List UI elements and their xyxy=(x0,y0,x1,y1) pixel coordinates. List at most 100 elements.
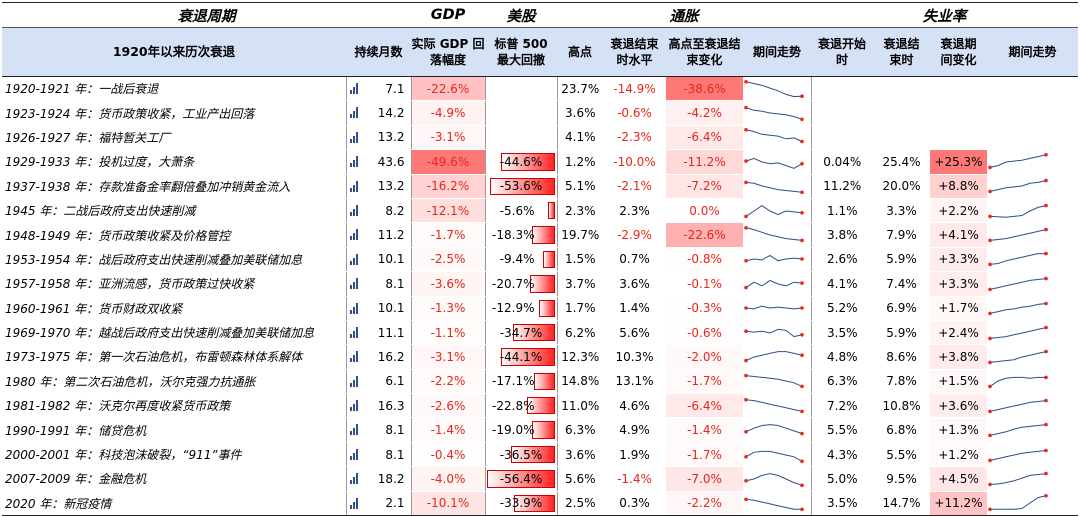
recession-name: 1920-1921 年：一战后衰退 xyxy=(2,76,346,102)
cpi-peak-cell: 2.5% xyxy=(556,491,603,516)
ue-trend-cell xyxy=(987,320,1078,346)
unemployment-sparkline xyxy=(988,152,1048,170)
cpi-sparkline xyxy=(744,204,804,218)
sparkline-point xyxy=(744,358,748,363)
sp500-databar: -19.0% xyxy=(486,418,557,441)
cpi-change-cell: -11.2% xyxy=(666,149,743,175)
sparkline-point xyxy=(800,94,804,98)
sparkline-path xyxy=(745,204,803,217)
sp500-databar: -5.6% xyxy=(486,199,557,222)
cpi-peak-cell: 1.2% xyxy=(556,149,603,175)
sp500-bar xyxy=(486,470,555,488)
ue-end-cell: 6.9% xyxy=(873,296,930,321)
sparkline-point xyxy=(800,210,804,215)
cpi-sparkline xyxy=(744,255,804,264)
signal-bars-icon xyxy=(349,302,360,314)
ue-trend-cell xyxy=(987,125,1078,151)
sp500-bar xyxy=(532,226,555,244)
group-recession: 衰退周期 xyxy=(2,2,411,28)
cpi-trend-cell xyxy=(743,174,811,199)
table-body: 1920-1921 年：一战后衰退 7.1 -22.6% 23.7% -14.9% -38… xyxy=(2,76,1078,516)
sparkline-point xyxy=(744,306,748,311)
cpi-sparkline xyxy=(744,157,804,169)
duration-cell: 43.6 xyxy=(345,149,411,175)
sparkline-point xyxy=(1044,422,1048,427)
table-row: 1953-1954 年：战后政府支出快速削减叠加美联储加息 10.1 -2.5% -9… xyxy=(2,247,1078,273)
sparkline-point xyxy=(744,454,748,459)
unemployment-sparkline xyxy=(988,398,1048,413)
cpi-trend-cell xyxy=(743,296,811,321)
duration-value: 13.2 xyxy=(377,130,405,145)
ue-trend-cell xyxy=(987,393,1078,419)
cpi-sparkline xyxy=(744,128,804,144)
sparkline-point xyxy=(1044,252,1048,256)
sparkline-point xyxy=(800,353,804,357)
cpi-sparkline xyxy=(744,305,804,311)
recession-name: 1929-1933 年：投机过度，大萧条 xyxy=(2,149,346,175)
cpi-sparkline xyxy=(744,328,804,337)
sparkline-point xyxy=(744,374,748,378)
cpi-trend-cell xyxy=(743,247,811,273)
signal-bars-icon xyxy=(349,204,360,216)
ue-change-cell xyxy=(930,76,987,102)
cpi-sparkline xyxy=(744,424,804,436)
sp500-drawdown-cell: -22.8% xyxy=(484,393,557,419)
cpi-change-cell: -6.4% xyxy=(666,125,743,151)
cpi-change-cell: -1.7% xyxy=(666,369,743,395)
table-row: 2020 年：新冠疫情 2.1 -10.1% -33.9% 2.5% 0.3% -2.2% 3… xyxy=(2,491,1078,516)
gdp-drop-cell: -2.6% xyxy=(410,393,485,419)
signal-bars-icon xyxy=(349,448,360,460)
ue-change-cell: +2.2% xyxy=(930,198,987,224)
ue-start-cell: 11.2% xyxy=(810,174,873,199)
ue-change-cell: +3.6% xyxy=(930,393,987,419)
ue-start-cell: 4.1% xyxy=(810,271,873,297)
sp500-databar: -53.6% xyxy=(486,175,557,198)
sp500-bar xyxy=(547,201,555,220)
sparkline-point xyxy=(800,332,804,337)
sparkline-path xyxy=(989,277,1047,290)
sparkline-point xyxy=(744,478,748,483)
ue-trend-cell xyxy=(987,344,1078,370)
cpi-end-cell: -2.1% xyxy=(603,174,666,199)
ue-trend-cell xyxy=(987,100,1078,126)
duration-value: 2.1 xyxy=(385,496,405,511)
header-cpi-change: 高点至衰退结束变化 xyxy=(666,27,743,77)
sp500-databar: -18.3% xyxy=(486,223,557,246)
sparkline-point xyxy=(988,507,992,512)
ue-end-cell: 25.4% xyxy=(873,149,930,175)
gdp-drop-cell: -2.2% xyxy=(410,369,485,395)
sparkline-path xyxy=(989,180,1047,193)
recession-name: 1945 年：二战后政府支出快速削减 xyxy=(2,198,346,224)
ue-end-cell: 10.8% xyxy=(873,393,930,419)
header-ue-end: 衰退结束时 xyxy=(873,27,930,77)
sparkline-point xyxy=(800,281,804,285)
ue-trend-cell xyxy=(987,369,1078,395)
signal-bars-icon xyxy=(349,107,360,119)
sparkline-point xyxy=(988,384,992,389)
unemployment-sparkline xyxy=(987,102,1049,124)
cpi-trend-cell xyxy=(743,320,811,346)
cpi-trend-cell xyxy=(743,491,811,516)
cpi-end-cell: 4.9% xyxy=(603,417,666,443)
ue-end-cell: 5.5% xyxy=(873,442,930,468)
sp500-drawdown-cell: -53.6% xyxy=(484,174,557,199)
cpi-end-cell: 0.7% xyxy=(603,247,666,273)
duration-value: 10.1 xyxy=(377,301,405,316)
signal-bars-icon xyxy=(349,400,360,412)
header-cpi-trend: 期间走势 xyxy=(743,27,811,77)
ue-start-cell xyxy=(810,76,873,102)
unemployment-sparkline xyxy=(988,227,1048,243)
recession-name: 1969-1970 年：越战后政府支出快速削减叠加美联储加息 xyxy=(2,320,346,346)
cpi-trend-cell xyxy=(743,125,811,151)
sp500-drawdown-cell xyxy=(484,125,557,151)
recession-name: 2020 年：新冠疫情 xyxy=(2,491,346,516)
gdp-drop-cell: -16.2% xyxy=(410,174,485,199)
sparkline-path xyxy=(989,351,1047,363)
sp500-drawdown-cell xyxy=(484,100,557,126)
ue-change-cell: +1.2% xyxy=(930,442,987,468)
ue-end-cell: 9.5% xyxy=(873,466,930,492)
duration-cell: 8.1 xyxy=(345,442,411,468)
sparkline-path xyxy=(989,473,1047,485)
duration-cell: 14.2 xyxy=(345,100,411,126)
gdp-drop-cell: -4.9% xyxy=(410,100,485,126)
